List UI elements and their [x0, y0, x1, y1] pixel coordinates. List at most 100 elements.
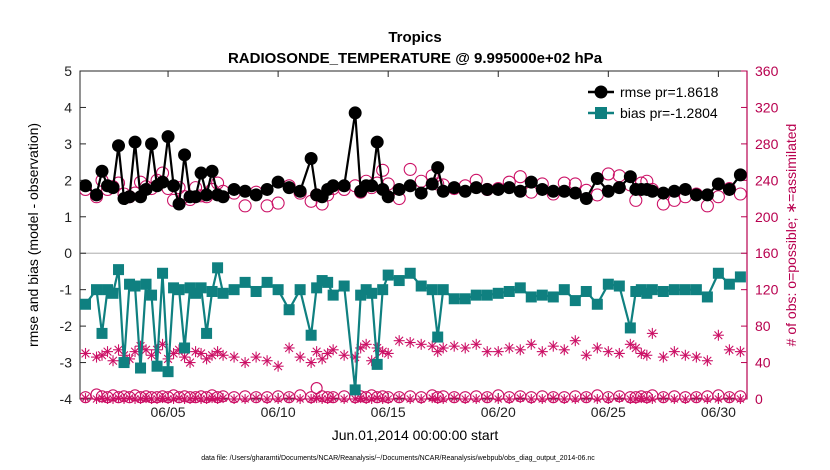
bias-point — [701, 291, 713, 303]
right-tick-label: 160 — [755, 245, 779, 261]
rmse-point — [535, 182, 549, 196]
assimilated-count-point — [360, 338, 372, 350]
assimilated-count-point — [432, 346, 444, 358]
bias-point — [283, 304, 295, 316]
legend-bias-label: bias pr=-1.2804 — [620, 105, 718, 121]
rmse-point — [546, 184, 560, 198]
bias-point — [355, 289, 367, 301]
rmse-point — [200, 188, 214, 202]
bias-point — [393, 275, 405, 287]
bias-point — [102, 284, 114, 296]
left-tick-label: -1 — [60, 282, 73, 298]
x-axis-ticks: 06/05 06/10 06/15 06/20 06/25 06/30 — [151, 71, 736, 420]
assimilated-zero-point — [405, 394, 416, 404]
rmse-point — [238, 184, 252, 198]
rmse-point — [172, 197, 186, 211]
x-tick-label: 06/30 — [701, 404, 736, 420]
assimilated-zero-point — [680, 394, 691, 404]
rmse-point — [590, 172, 604, 186]
assimilated-count-point — [201, 353, 213, 365]
assimilated-zero-point — [724, 393, 735, 404]
assimilated-count-point — [492, 346, 504, 358]
assimilated-zero-point — [108, 394, 119, 404]
bias-point — [712, 267, 724, 279]
assimilated-zero-point — [691, 393, 702, 404]
rmse-point — [106, 181, 120, 195]
assimilated-count-point — [569, 335, 581, 347]
assimilated-zero-point — [438, 394, 449, 404]
rmse-point — [700, 188, 714, 202]
bias-point — [690, 284, 702, 296]
series-clip-group — [80, 106, 747, 404]
rmse-point — [260, 182, 274, 196]
assimilated-zero-point — [658, 393, 669, 404]
bias-point — [206, 285, 218, 297]
bias-point — [426, 284, 438, 296]
assimilated-count-point — [613, 347, 625, 359]
rmse-point — [612, 181, 626, 195]
bias-point — [113, 264, 125, 276]
left-tick-label: 2 — [64, 172, 72, 188]
assimilated-zero-point — [482, 393, 493, 404]
legend-rmse-marker — [594, 85, 608, 99]
assimilated-zero-point — [548, 393, 559, 404]
assimilated-zero-point — [614, 393, 625, 404]
assimilated-zero-point — [592, 394, 603, 404]
rmse-point — [557, 184, 571, 198]
bias-point — [415, 280, 427, 292]
bias-point — [311, 282, 323, 294]
rmse-point — [667, 184, 681, 198]
assimilated-count-point — [712, 329, 724, 341]
assimilated-count-point — [96, 349, 108, 361]
right-axis-ticks: 0 40 80 120 160 200 240 280 320 360 — [741, 63, 779, 407]
bias-point — [135, 362, 147, 374]
assimilated-count-point — [514, 344, 526, 356]
rmse-point — [678, 182, 692, 196]
bias-point — [470, 289, 482, 301]
bias-point — [91, 284, 103, 296]
assimilated-zero-point — [317, 394, 328, 404]
legend-bias-marker — [595, 107, 607, 119]
bias-point — [668, 284, 680, 296]
assimilated-count-point — [261, 355, 273, 367]
bias-point — [569, 295, 581, 307]
assimilated-count-point — [503, 342, 515, 354]
rmse-point — [205, 164, 219, 178]
assimilated-zero-point — [647, 394, 658, 404]
chart-subtitle: RADIOSONDE_TEMPERATURE @ 9.995000e+02 hP… — [228, 50, 603, 67]
right-tick-label: 0 — [755, 391, 763, 407]
rmse-point — [722, 182, 736, 196]
assimilated-count-point — [459, 342, 471, 354]
bias-point — [261, 276, 273, 288]
assimilated-count-point — [536, 346, 548, 358]
rmse-point — [194, 166, 208, 180]
assimilated-count-point — [107, 355, 119, 367]
assimilated-zero-point — [207, 393, 218, 404]
assimilated-zero-point — [251, 393, 262, 404]
rmse-point — [656, 186, 670, 200]
bias-point — [377, 284, 389, 296]
bias-point — [349, 384, 361, 396]
assimilated-zero-point — [559, 394, 570, 404]
rmse-point — [601, 184, 615, 198]
assimilated-zero-point — [91, 394, 102, 404]
left-tick-label: -4 — [60, 391, 73, 407]
assimilated-count-point — [734, 346, 746, 358]
bias-point — [679, 284, 691, 296]
x-tick-label: 06/05 — [151, 404, 186, 420]
rmse-point — [568, 186, 582, 200]
rmse-point — [189, 190, 203, 204]
assimilated-count-point — [305, 357, 317, 369]
bias-point — [360, 284, 372, 296]
assimilated-count-point — [690, 351, 702, 363]
assimilated-count-point — [646, 327, 658, 339]
assimilated-count-point — [338, 349, 350, 361]
assimilated-zero-point — [168, 394, 179, 404]
x-tick-label: 06/10 — [261, 404, 296, 420]
assimilated-zero-point — [229, 394, 240, 404]
assimilated-zero-point — [218, 393, 229, 404]
rmse-point — [480, 182, 494, 196]
rmse-point — [711, 177, 725, 191]
assimilated-count-point — [217, 349, 229, 361]
